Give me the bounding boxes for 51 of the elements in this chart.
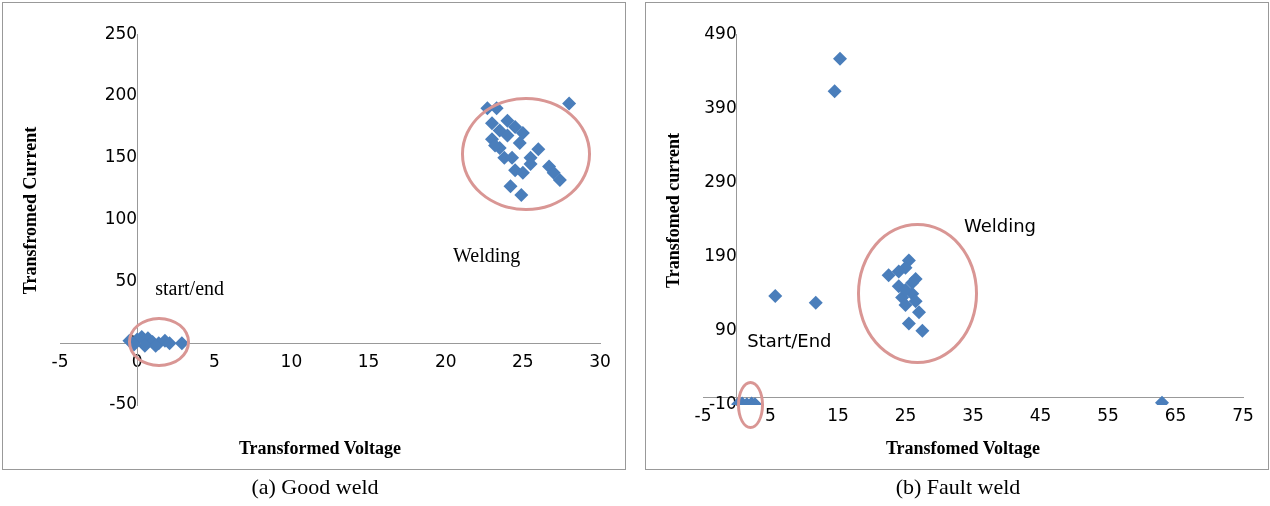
- x-tick-label: -5: [51, 350, 69, 371]
- y-tick-label: 290: [704, 170, 737, 191]
- x-tick-label: 65: [1164, 405, 1187, 426]
- y-tick-label: 200: [104, 84, 138, 105]
- annotation: start/end: [155, 277, 225, 300]
- x-tick-label: 55: [1097, 405, 1119, 426]
- x-tick-label: 5: [765, 405, 776, 426]
- point: [562, 96, 577, 111]
- point: [515, 126, 530, 141]
- x-tick-label: 15: [357, 350, 380, 371]
- y-tick-label: 150: [104, 146, 138, 167]
- x-tick-label: 15: [827, 405, 849, 426]
- x-tick-label: 75: [1232, 405, 1254, 426]
- y-tick-label: -50: [109, 393, 138, 414]
- annotation: Welding: [963, 214, 1037, 236]
- x-tick-label: 20: [434, 350, 457, 371]
- point: [508, 119, 523, 134]
- text: (b) Fault weld: [894, 474, 1022, 500]
- point: [531, 142, 546, 157]
- x-tick-label: 25: [894, 405, 917, 426]
- y-tick-label: 390: [704, 96, 737, 117]
- point: [485, 116, 499, 131]
- y-tick-label: 190: [704, 245, 737, 266]
- x-tick-label: 10: [280, 350, 303, 371]
- point: [514, 187, 529, 202]
- annotation: Welding: [452, 243, 521, 267]
- y-tick-label: 50: [115, 269, 138, 290]
- y-axis-title: Transfromed Current: [19, 125, 41, 297]
- point: [503, 179, 518, 194]
- y-axis-title: Transfomed current: [662, 132, 684, 290]
- x-axis-title: Transformed Voltage: [237, 438, 403, 459]
- x-tick-label: 45: [1029, 405, 1052, 426]
- x-tick-label: 25: [512, 350, 534, 371]
- point: [552, 173, 567, 188]
- x-tick-label: 5: [208, 350, 220, 371]
- point: [546, 165, 561, 180]
- y-tick-label: 250: [104, 22, 138, 43]
- y-tick-label: 90: [715, 319, 737, 340]
- x-tick-label: -5: [694, 405, 712, 426]
- point: [500, 128, 515, 143]
- x-tick-label: 30: [589, 350, 611, 371]
- x-axis-title: Transfomed Voltage: [884, 438, 1042, 459]
- point: [174, 336, 189, 351]
- text: (a) Good weld: [250, 474, 380, 500]
- annotation: Start/End: [747, 329, 832, 351]
- point: [515, 165, 530, 180]
- x-tick-label: 35: [962, 405, 984, 426]
- point: [512, 135, 527, 150]
- y-tick-label: 490: [704, 22, 737, 43]
- point: [500, 113, 515, 128]
- y-tick-label: 100: [104, 208, 138, 229]
